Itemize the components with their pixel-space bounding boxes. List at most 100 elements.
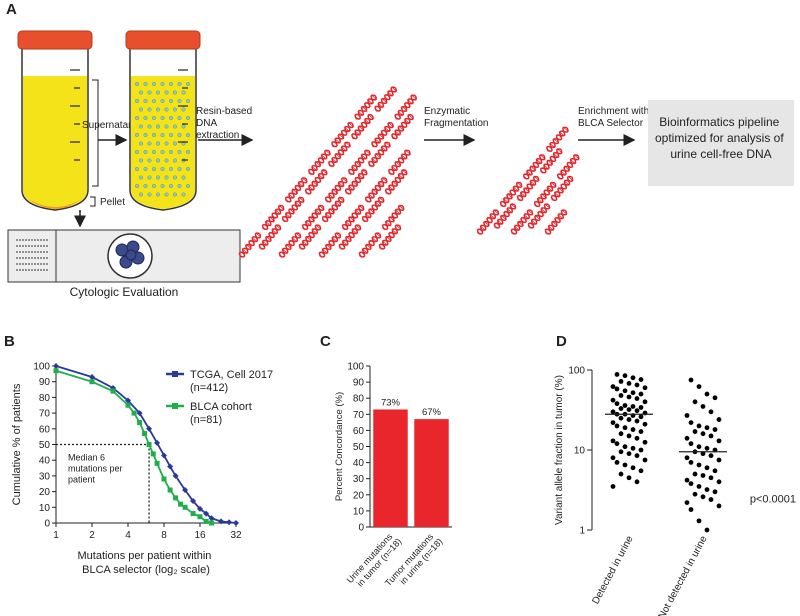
point	[610, 484, 616, 489]
dna-dot	[181, 90, 186, 95]
point	[634, 453, 640, 459]
y-tick-label: 10	[39, 503, 51, 514]
point	[203, 518, 209, 524]
point	[167, 487, 173, 493]
helix	[476, 209, 500, 235]
dna-dot	[138, 124, 144, 129]
dna-dot	[164, 90, 169, 95]
point	[684, 455, 690, 461]
dna-dot	[143, 115, 148, 121]
dna-dot	[168, 115, 174, 121]
x-axis-label: Mutations per patient within BLCA select…	[78, 550, 215, 576]
point	[610, 438, 616, 444]
point	[684, 477, 690, 483]
y-tick-label: 50	[353, 442, 365, 453]
supernatant-liquid	[23, 76, 87, 209]
y-tick-label: 100	[33, 362, 50, 373]
point	[696, 518, 702, 524]
point	[716, 417, 722, 422]
pipeline-label: Bioinformatics pipeline optimized for an…	[655, 115, 787, 161]
point	[696, 444, 702, 450]
point	[692, 429, 698, 434]
point	[182, 487, 189, 494]
dna-dot	[168, 132, 174, 138]
point	[716, 479, 722, 485]
helix	[324, 177, 348, 203]
dna-dot	[185, 81, 191, 87]
point	[684, 435, 690, 441]
step-label: Enzymatic Fragmentation	[424, 106, 488, 129]
dna-dot	[160, 183, 165, 189]
dna-dot	[160, 166, 165, 172]
helix	[388, 149, 411, 175]
helix	[301, 204, 325, 231]
point	[630, 445, 636, 451]
point	[154, 460, 160, 466]
dna-dot	[147, 175, 152, 180]
point	[614, 423, 620, 429]
point	[197, 505, 203, 512]
point	[634, 418, 640, 424]
helix	[522, 154, 546, 180]
dna-dot	[151, 132, 157, 138]
point	[700, 404, 706, 409]
dna-dot	[155, 90, 161, 95]
point	[53, 363, 59, 369]
dna-dot	[164, 107, 169, 112]
point	[696, 484, 702, 489]
point	[634, 435, 640, 441]
dna-dot	[138, 141, 144, 146]
point	[630, 465, 636, 471]
dna-dot	[151, 166, 157, 172]
point	[131, 410, 137, 416]
dna-dot	[155, 192, 161, 197]
graduations	[70, 69, 80, 161]
point	[716, 503, 722, 509]
point	[161, 476, 167, 482]
y-tick-label: 70	[353, 410, 365, 421]
point	[614, 441, 620, 447]
y-tick-label: 20	[353, 490, 365, 501]
dna-dot	[147, 107, 152, 112]
panel-label: A	[6, 1, 17, 18]
point	[692, 491, 698, 497]
helix	[358, 232, 382, 258]
x-tick-label: 4	[125, 530, 131, 541]
point	[626, 394, 632, 400]
point	[688, 420, 694, 426]
helix	[361, 196, 385, 223]
helix	[354, 94, 377, 120]
point	[172, 472, 179, 479]
graduations	[178, 69, 188, 161]
y-tick-label: 100	[568, 366, 585, 377]
helix	[298, 224, 322, 250]
legend-label: BLCA cohort (n=81)	[190, 401, 255, 426]
point	[622, 403, 628, 408]
y-tick-label: 10	[353, 506, 365, 517]
point	[688, 441, 694, 447]
point	[626, 451, 632, 457]
dna-dot	[138, 175, 144, 180]
point	[638, 377, 644, 382]
dna-dot	[181, 192, 186, 197]
helix	[556, 154, 580, 180]
point	[622, 425, 628, 431]
bar	[414, 419, 449, 527]
point	[642, 457, 648, 463]
dna-dot	[168, 183, 174, 189]
cell-free-dna	[134, 81, 191, 197]
point	[614, 459, 620, 465]
point	[630, 404, 636, 409]
x-tick-label: 32	[230, 530, 242, 541]
x-tick-label: Detected in urine	[590, 534, 635, 606]
dna-dot	[164, 141, 169, 146]
dna-dot	[185, 166, 191, 172]
helix	[341, 204, 365, 231]
dna-dot	[151, 81, 157, 87]
y-axis-label: Percent Concordance (%)	[334, 392, 345, 501]
point	[630, 427, 636, 432]
dna-dot	[138, 192, 144, 197]
helix	[238, 232, 262, 258]
step-label: Cytologic Evaluation	[70, 285, 179, 299]
point	[209, 520, 215, 526]
